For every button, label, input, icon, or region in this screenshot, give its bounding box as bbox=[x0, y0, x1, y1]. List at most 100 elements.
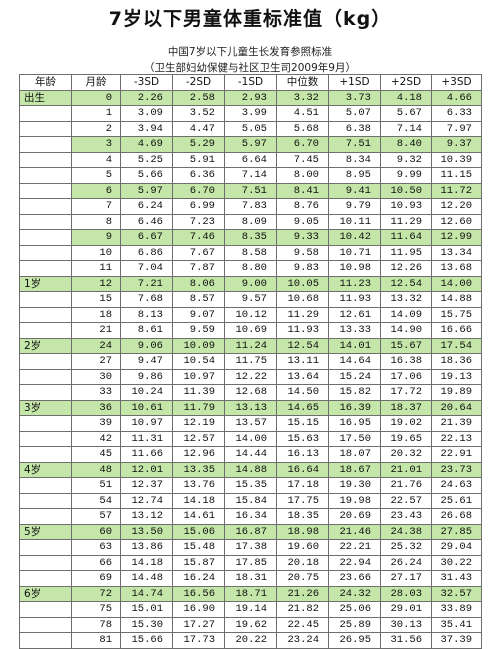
plus2sd-cell: 19.65 bbox=[380, 430, 432, 447]
minus1sd-cell: 8.09 bbox=[224, 213, 277, 230]
plus3sd-cell: 30.22 bbox=[431, 554, 482, 571]
minus2sd-cell: 5.91 bbox=[172, 151, 225, 168]
minus1sd-cell: 7.14 bbox=[224, 167, 277, 184]
minus1sd-cell: 13.57 bbox=[224, 415, 277, 432]
plus1sd-cell: 20.69 bbox=[328, 508, 381, 525]
plus1sd-cell: 11.93 bbox=[328, 291, 381, 308]
minus2sd-cell: 8.06 bbox=[172, 275, 225, 292]
plus2sd-cell: 17.72 bbox=[380, 384, 432, 401]
month-cell: 66 bbox=[71, 554, 121, 571]
minus3sd-cell: 9.86 bbox=[120, 368, 173, 385]
plus1sd-cell: 6.38 bbox=[328, 120, 381, 137]
plus3sd-cell: 23.73 bbox=[431, 461, 482, 478]
median-cell: 7.45 bbox=[276, 151, 329, 168]
table-row: 63 13.86 15.48 17.38 19.60 22.21 25.32 29.04 bbox=[19, 539, 482, 556]
age-cell bbox=[19, 632, 72, 649]
minus2sd-cell: 5.29 bbox=[172, 136, 225, 153]
minus3sd-cell: 5.25 bbox=[120, 151, 173, 168]
minus2sd-cell: 12.96 bbox=[172, 446, 225, 463]
table-row: 3岁 36 10.61 11.79 13.13 14.65 16.39 18.37 20.64 bbox=[19, 399, 482, 416]
plus3sd-cell: 11.72 bbox=[431, 182, 482, 199]
plus1sd-cell: 11.23 bbox=[328, 275, 381, 292]
minus1sd-cell: 16.34 bbox=[224, 508, 277, 525]
month-cell: 30 bbox=[71, 368, 121, 385]
minus2sd-cell: 13.76 bbox=[172, 477, 225, 494]
plus2sd-cell: 23.43 bbox=[380, 508, 432, 525]
minus3sd-cell: 5.97 bbox=[120, 182, 173, 199]
month-cell: 60 bbox=[71, 523, 121, 540]
minus3sd-cell: 7.04 bbox=[120, 260, 173, 277]
minus1sd-cell: 14.00 bbox=[224, 430, 277, 447]
age-cell bbox=[19, 213, 72, 230]
minus3sd-cell: 3.94 bbox=[120, 120, 173, 137]
table-row: 4 5.25 5.91 6.64 7.45 8.34 9.32 10.39 bbox=[19, 151, 482, 168]
age-cell bbox=[19, 167, 72, 184]
month-cell: 78 bbox=[71, 616, 121, 633]
plus1sd-cell: 23.66 bbox=[328, 570, 381, 587]
header-plus1sd: +1SD bbox=[328, 74, 381, 91]
plus2sd-cell: 11.64 bbox=[380, 229, 432, 246]
median-cell: 11.29 bbox=[276, 306, 329, 323]
minus1sd-cell: 15.35 bbox=[224, 477, 277, 494]
plus2sd-cell: 31.56 bbox=[380, 632, 432, 649]
minus1sd-cell: 5.05 bbox=[224, 120, 277, 137]
minus2sd-cell: 3.52 bbox=[172, 105, 225, 122]
table-row: 51 12.37 13.76 15.35 17.18 19.30 21.76 24.63 bbox=[19, 477, 482, 494]
median-cell: 9.33 bbox=[276, 229, 329, 246]
plus1sd-cell: 15.82 bbox=[328, 384, 381, 401]
minus2sd-cell: 7.23 bbox=[172, 213, 225, 230]
table-row: 6岁 72 14.74 16.56 18.71 21.26 24.32 28.03 32.57 bbox=[19, 585, 482, 602]
plus2sd-cell: 19.02 bbox=[380, 415, 432, 432]
minus3sd-cell: 11.31 bbox=[120, 430, 173, 447]
month-cell: 69 bbox=[71, 570, 121, 587]
age-cell bbox=[19, 136, 72, 153]
plus1sd-cell: 8.34 bbox=[328, 151, 381, 168]
plus2sd-cell: 7.14 bbox=[380, 120, 432, 137]
plus2sd-cell: 30.13 bbox=[380, 616, 432, 633]
age-cell bbox=[19, 229, 72, 246]
plus2sd-cell: 10.93 bbox=[380, 198, 432, 215]
minus2sd-cell: 10.54 bbox=[172, 353, 225, 370]
plus3sd-cell: 13.68 bbox=[431, 260, 482, 277]
table-row: 27 9.47 10.54 11.75 13.11 14.64 16.38 18.36 bbox=[19, 353, 482, 370]
header-minus1sd: -1SD bbox=[224, 74, 277, 91]
minus3sd-cell: 13.12 bbox=[120, 508, 173, 525]
month-cell: 81 bbox=[71, 632, 121, 649]
header-plus2sd: +2SD bbox=[380, 74, 432, 91]
plus1sd-cell: 10.98 bbox=[328, 260, 381, 277]
minus1sd-cell: 17.38 bbox=[224, 539, 277, 556]
plus2sd-cell: 20.32 bbox=[380, 446, 432, 463]
plus1sd-cell: 9.79 bbox=[328, 198, 381, 215]
plus2sd-cell: 10.50 bbox=[380, 182, 432, 199]
minus3sd-cell: 9.47 bbox=[120, 353, 173, 370]
month-cell: 51 bbox=[71, 477, 121, 494]
median-cell: 5.68 bbox=[276, 120, 329, 137]
plus3sd-cell: 19.13 bbox=[431, 368, 482, 385]
age-cell bbox=[19, 353, 72, 370]
plus2sd-cell: 17.06 bbox=[380, 368, 432, 385]
minus2sd-cell: 8.57 bbox=[172, 291, 225, 308]
table-row: 7 6.24 6.99 7.83 8.76 9.79 10.93 12.20 bbox=[19, 198, 482, 215]
age-cell bbox=[19, 570, 72, 587]
minus3sd-cell: 13.50 bbox=[120, 523, 173, 540]
month-cell: 27 bbox=[71, 353, 121, 370]
minus2sd-cell: 7.46 bbox=[172, 229, 225, 246]
minus2sd-cell: 9.07 bbox=[172, 306, 225, 323]
plus1sd-cell: 10.71 bbox=[328, 244, 381, 261]
table-row: 81 15.66 17.73 20.22 23.24 26.95 31.56 37.39 bbox=[19, 632, 482, 649]
minus1sd-cell: 3.99 bbox=[224, 105, 277, 122]
month-cell: 5 bbox=[71, 167, 121, 184]
minus1sd-cell: 7.83 bbox=[224, 198, 277, 215]
median-cell: 9.05 bbox=[276, 213, 329, 230]
month-cell: 72 bbox=[71, 585, 121, 602]
table-row: 15 7.68 8.57 9.57 10.68 11.93 13.32 14.88 bbox=[19, 291, 482, 308]
age-cell bbox=[19, 554, 72, 571]
plus1sd-cell: 10.42 bbox=[328, 229, 381, 246]
minus3sd-cell: 4.69 bbox=[120, 136, 173, 153]
page-title: 7岁以下男童体重标准值（kg） bbox=[108, 8, 392, 30]
plus3sd-cell: 14.00 bbox=[431, 275, 482, 292]
median-cell: 14.50 bbox=[276, 384, 329, 401]
table-subtitle: 中国7岁以下儿童生长发育参照标准 bbox=[167, 46, 333, 58]
table-row: 42 11.31 12.57 14.00 15.63 17.50 19.65 22.13 bbox=[19, 430, 482, 447]
age-cell bbox=[19, 368, 72, 385]
